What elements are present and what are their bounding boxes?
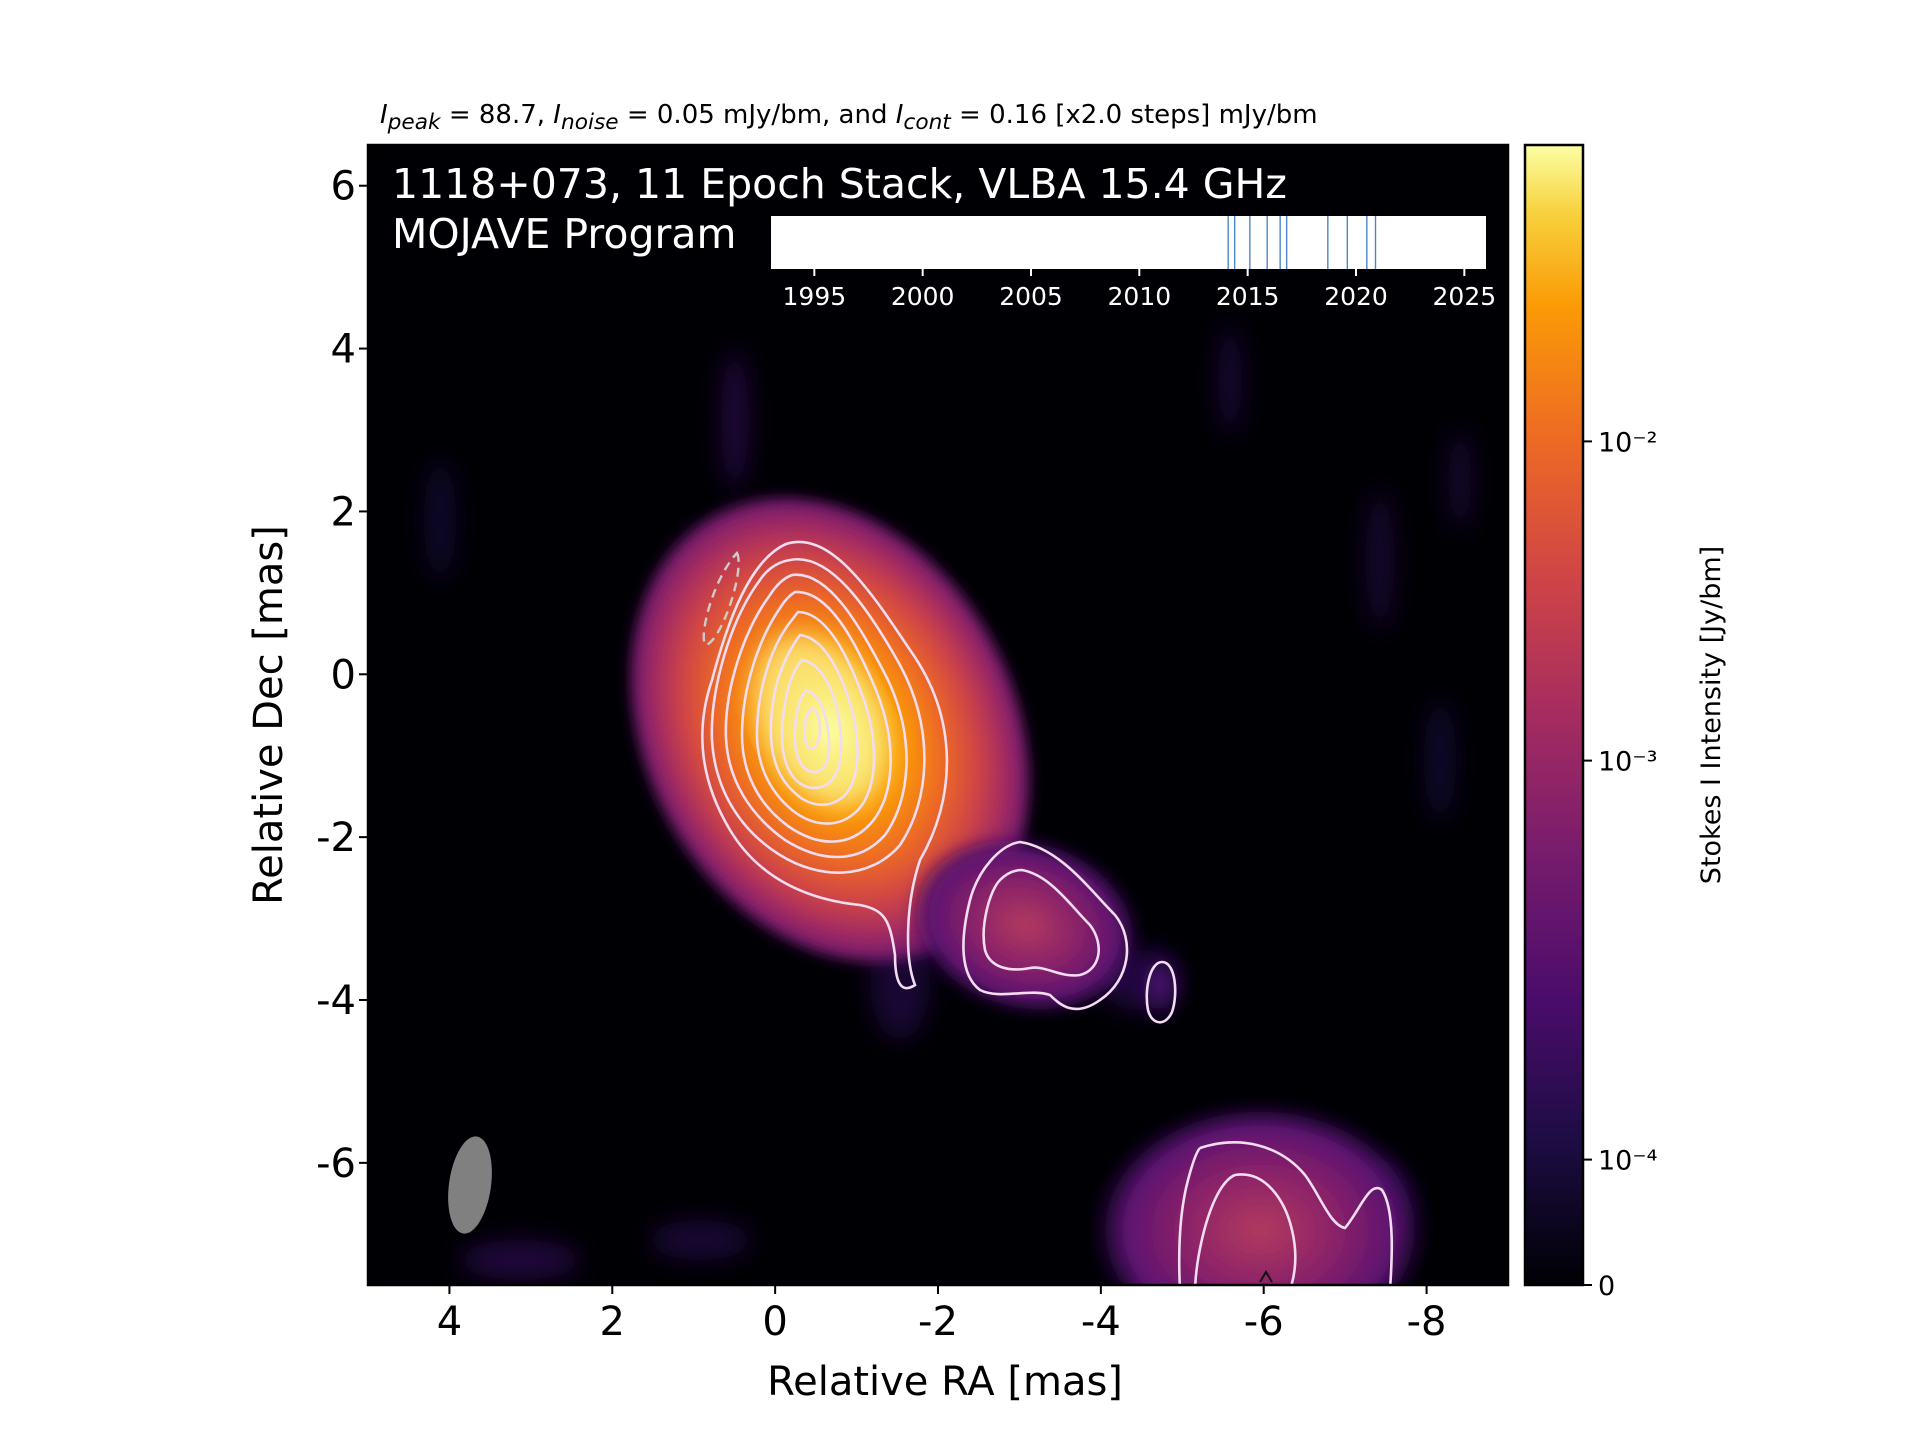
- colorbar-tick-label: 10⁻²: [1598, 427, 1657, 458]
- contour-knot: [1145, 960, 1177, 1024]
- timeline-tick-label: 1995: [783, 282, 847, 311]
- contour-knot: [1177, 1141, 1394, 1285]
- colorbar-frame: [1523, 143, 1585, 1287]
- x-tick-label: 4: [437, 1299, 462, 1345]
- contour-level-5: [755, 610, 876, 825]
- intensity-map: [424, 325, 1472, 1285]
- image-axes: 4 2 0 -2 -4 -6 -8 6 4 2 0 -2 -4 -6 1118+073, 11 Epoc…: [316, 143, 1510, 1345]
- colorbar-label: Stokes I Intensity [Jy/bm]: [1696, 546, 1727, 884]
- contour-level-2: [710, 557, 926, 874]
- colorbar: 10⁻² 10⁻³ 10⁻⁴ 0: [1523, 143, 1657, 1302]
- plot-subtitle: MOJAVE Program: [392, 210, 736, 258]
- x-tick-label: -2: [918, 1299, 958, 1345]
- contour-knot: [1193, 1173, 1297, 1285]
- timeline-tick-label: 2015: [1216, 282, 1280, 311]
- y-tick-label: 6: [331, 164, 356, 210]
- timeline-tick-label: 2005: [999, 282, 1063, 311]
- y-tick-label: -2: [316, 815, 356, 861]
- contour-level-6: [769, 633, 859, 806]
- y-axis-label: Relative Dec [mas]: [246, 525, 292, 905]
- contours: [701, 540, 1394, 1285]
- contour-level-3: [724, 573, 908, 859]
- contour-knot: [982, 868, 1100, 977]
- contour-level-8: [793, 688, 831, 774]
- colorbar-ticks: 10⁻² 10⁻³ 10⁻⁴ 0: [1583, 427, 1657, 1302]
- contour-level-1: [701, 540, 949, 990]
- beam-ellipse: [448, 1136, 492, 1234]
- contour-knot: [962, 840, 1129, 1011]
- x-ticks: 4 2 0 -2 -4 -6 -8: [437, 1285, 1447, 1345]
- x-axis-label: Relative RA [mas]: [767, 1359, 1123, 1405]
- timeline-tick-label: 2025: [1433, 282, 1497, 311]
- y-tick-label: 2: [331, 489, 356, 535]
- colorbar-gradient: [1525, 145, 1583, 1285]
- colorbar-tick-label: 10⁻⁴: [1598, 1146, 1657, 1177]
- x-tick-label: -8: [1407, 1299, 1447, 1345]
- knot-emission: [1090, 1100, 1430, 1285]
- x-tick-label: -6: [1244, 1299, 1284, 1345]
- timeline-ticks: 1995 2000 2005 2010 2015 2020 2025: [783, 269, 1497, 311]
- timeline-tick-label: 2000: [891, 282, 955, 311]
- y-tick-label: 4: [331, 327, 356, 373]
- colorbar-tick-label: 10⁻³: [1598, 747, 1657, 778]
- epoch-lines: [1227, 216, 1377, 269]
- timeline-tick-label: 2010: [1108, 282, 1172, 311]
- y-tick-label: -4: [316, 978, 356, 1024]
- contour-level-9: [803, 706, 822, 750]
- y-ticks: 6 4 2 0 -2 -4 -6: [316, 164, 368, 1187]
- contour-level-7: [780, 658, 843, 790]
- x-tick-label: 0: [762, 1299, 787, 1345]
- epoch-timeline-panel: [771, 216, 1486, 269]
- x-tick-label: 2: [600, 1299, 625, 1345]
- y-tick-label: 0: [331, 652, 356, 698]
- timeline-tick-label: 2020: [1324, 282, 1388, 311]
- plot-title: 1118+073, 11 Epoch Stack, VLBA 15.4 GHz: [392, 160, 1287, 208]
- contour-level-4: [740, 590, 892, 843]
- y-tick-label: -6: [316, 1141, 356, 1187]
- colorbar-tick-label: 0: [1598, 1271, 1615, 1302]
- intensity-caption: Ipeak = 88.7, Inoise = 0.05 mJy/bm, and …: [380, 100, 1318, 135]
- epoch-timeline: 1995 2000 2005 2010 2015 2020 2025: [771, 216, 1496, 311]
- x-tick-label: -4: [1081, 1299, 1121, 1345]
